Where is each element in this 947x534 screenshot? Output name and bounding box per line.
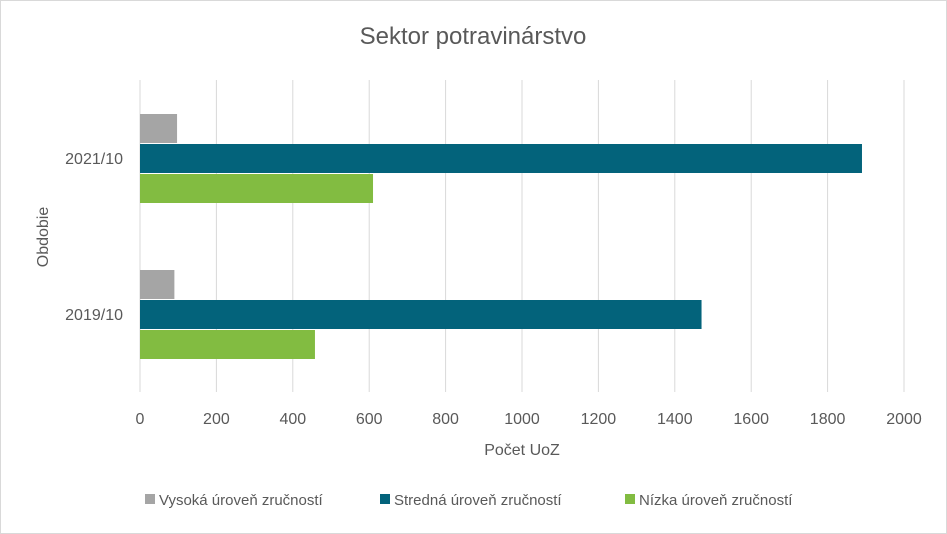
bar — [140, 330, 315, 359]
x-tick-label: 2000 — [886, 411, 922, 428]
y-tick-label: 2021/10 — [65, 151, 123, 168]
bar — [140, 174, 374, 203]
bar — [140, 144, 862, 173]
x-tick-label: 400 — [279, 411, 306, 428]
legend-swatch — [145, 494, 155, 504]
legend-label: Vysoká úroveň zručností — [159, 492, 324, 509]
x-tick-labels: 0 200 400 600 800 1000 1200 1400 1600 1800 2000 — [136, 411, 922, 428]
x-tick-label: 0 — [136, 411, 145, 428]
x-tick-label: 1600 — [733, 411, 769, 428]
bar — [140, 270, 175, 299]
legend-label: Stredná úroveň zručností — [394, 492, 562, 509]
legend-swatch — [625, 494, 635, 504]
x-tick-label: 200 — [203, 411, 230, 428]
x-axis-label: Počet UoZ — [484, 442, 560, 459]
legend: Vysoká úroveň zručností Stredná úroveň zr… — [145, 492, 793, 509]
y-tick-labels: 2021/10 2019/10 — [65, 151, 123, 324]
bar — [140, 114, 178, 143]
bars — [140, 114, 862, 359]
y-axis-label: Obdobie — [35, 207, 52, 268]
x-tick-label: 800 — [432, 411, 459, 428]
legend-label: Nízka úroveň zručností — [639, 492, 793, 509]
y-tick-label: 2019/10 — [65, 307, 123, 324]
bar — [140, 300, 702, 329]
x-tick-label: 1000 — [504, 411, 540, 428]
x-tick-label: 1200 — [581, 411, 617, 428]
x-tick-label: 1400 — [657, 411, 693, 428]
legend-swatch — [380, 494, 390, 504]
chart-title: Sektor potravinárstvo — [360, 23, 587, 50]
x-tick-label: 1800 — [810, 411, 846, 428]
x-tick-label: 600 — [356, 411, 383, 428]
